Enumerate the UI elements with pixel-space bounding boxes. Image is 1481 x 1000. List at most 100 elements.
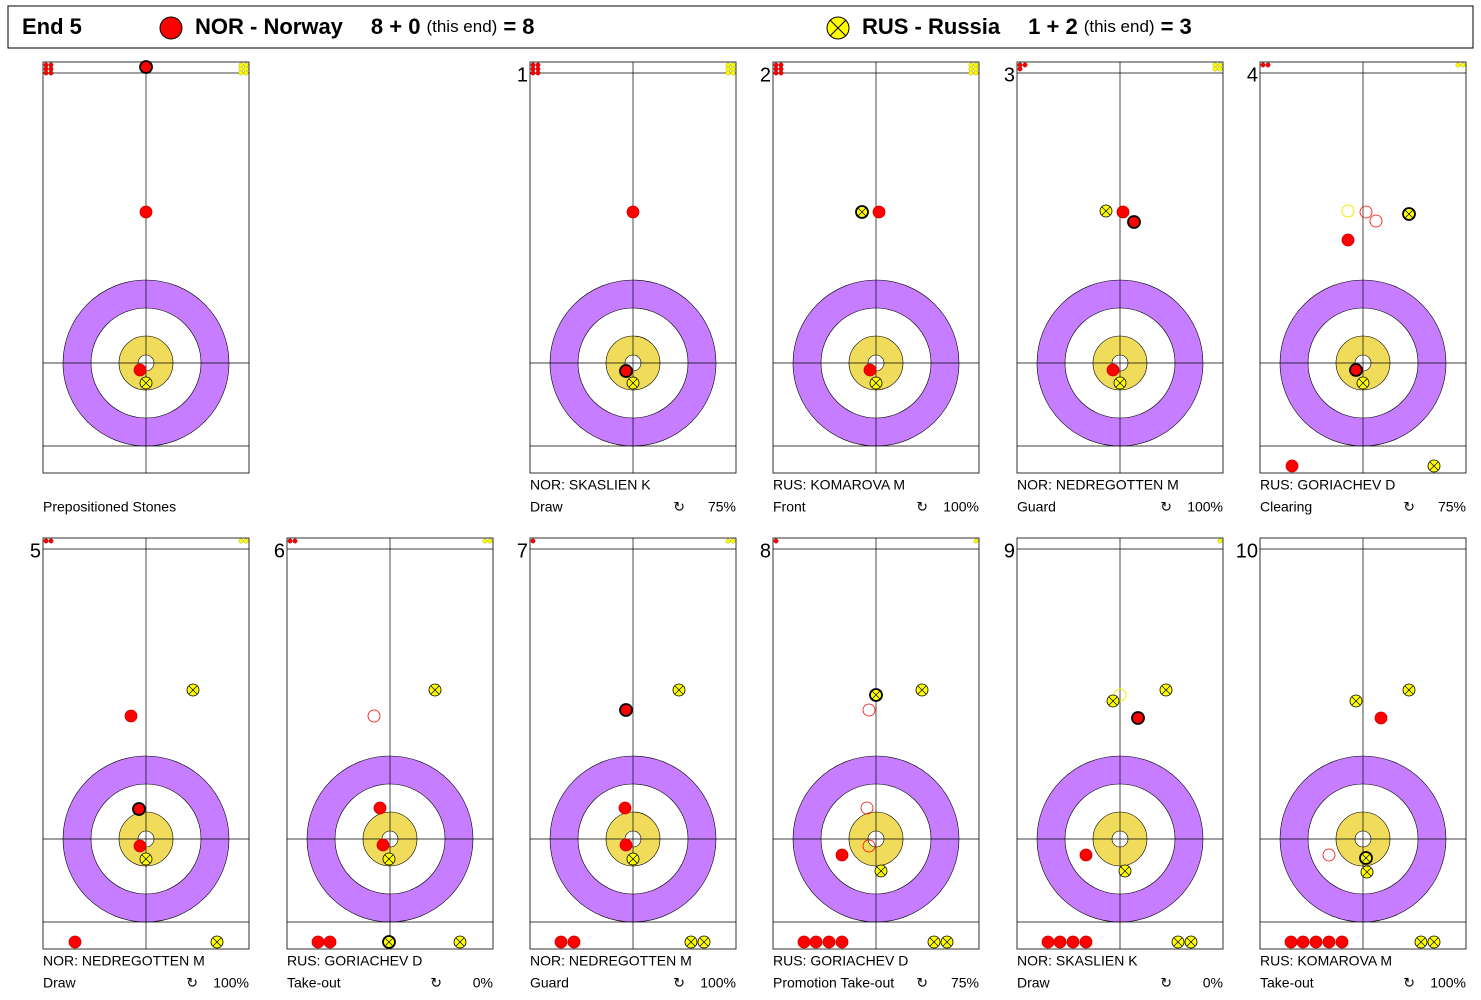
stored-stone [1265,62,1271,68]
stone [373,801,387,815]
stone [132,802,146,816]
stored-stone [725,66,731,72]
percent: 0% [1203,975,1223,991]
stone-cross [1416,937,1426,947]
stored-stone [725,70,731,76]
stone-cross [188,685,198,695]
rotation: ↻ [1403,499,1415,515]
stored-stone [243,538,249,544]
stored-stone [487,538,493,544]
stone [797,935,811,949]
stone-cross [212,937,222,947]
shot-type: Guard [1017,499,1056,515]
stored-stone [730,62,736,68]
stone [1296,935,1310,949]
stored-stone [48,66,54,72]
stone [1106,363,1120,377]
stone-cross [929,937,939,947]
sheet [1016,61,1224,474]
stored-stone [1212,66,1218,72]
percent: 100% [1430,975,1466,991]
shot-number: 2 [760,64,771,86]
player: RUS: GORIACHEV D [773,953,908,969]
team-score: RUS - Russia 1 + 2 (this end) = 3 [862,14,1192,39]
stone [1335,935,1349,949]
shot-type: Draw [1017,975,1051,991]
stone-cross [1186,937,1196,947]
stone [1322,848,1336,862]
stone-cross [384,937,394,947]
stone [1116,205,1130,219]
stone [323,935,337,949]
sheet [1259,61,1467,474]
rotation: ↻ [1160,975,1172,991]
shot-type: Front [773,499,806,515]
header-box [7,5,1474,49]
percent: 75% [1438,499,1466,515]
stone-cross [1161,685,1171,695]
stone-cross [628,854,638,864]
stored-stone [778,66,784,72]
stored-stone [1022,62,1028,68]
stored-stone [1217,62,1223,68]
stored-stone [43,70,49,76]
total: = 8 [503,14,534,39]
sheet [42,60,250,474]
percent: 100% [943,499,979,515]
stored-stone [973,62,979,68]
stored-stone [48,62,54,68]
stored-stone [238,66,244,72]
stone [139,205,153,219]
end-label: End 5 [22,14,82,39]
shot-number: 10 [1236,540,1258,562]
stone [619,703,633,717]
stored-stone [968,70,974,76]
stone [860,801,874,815]
stone-cross [141,854,151,864]
stored-stone [725,538,731,544]
stone [1127,215,1141,229]
shot-number: 5 [30,540,41,562]
stored-stone [725,62,731,68]
sheet [1259,537,1467,950]
player: RUS: KOMAROVA M [773,477,905,493]
shot-number: 9 [1004,540,1015,562]
stored-stone [1260,62,1266,68]
shot-number: 1 [517,64,528,86]
stone-cross [1351,696,1361,706]
player: NOR: SKASLIEN K [1017,953,1138,969]
stone [1131,711,1145,725]
sheet [772,537,980,950]
stored-stone [530,70,536,76]
stone-cross [1429,461,1439,471]
stone [1349,363,1363,377]
stone [139,60,153,74]
stone-cross [876,866,886,876]
stored-stone [1017,62,1023,68]
stone-cross [1101,206,1111,216]
sheet [772,61,980,474]
stone [1341,233,1355,247]
stone [1369,214,1383,228]
percent: 75% [708,499,736,515]
stone-cross [1358,378,1368,388]
stone [619,838,633,852]
stone [1309,935,1323,949]
percent: 0% [473,975,493,991]
stone [554,935,568,949]
stored-stone [43,62,49,68]
score: 1 + 2 [1028,14,1078,39]
stone [1053,935,1067,949]
russia-stone-icon [826,16,850,40]
sheet [42,537,250,950]
stone [1041,935,1055,949]
percent: 100% [1187,499,1223,515]
stone-cross [871,378,881,388]
stored-stone [238,62,244,68]
stone [124,709,138,723]
stone [68,935,82,949]
stored-stone [1212,62,1218,68]
stone [133,363,147,377]
stored-stone [1017,66,1023,72]
norway-stone-icon [159,16,183,40]
